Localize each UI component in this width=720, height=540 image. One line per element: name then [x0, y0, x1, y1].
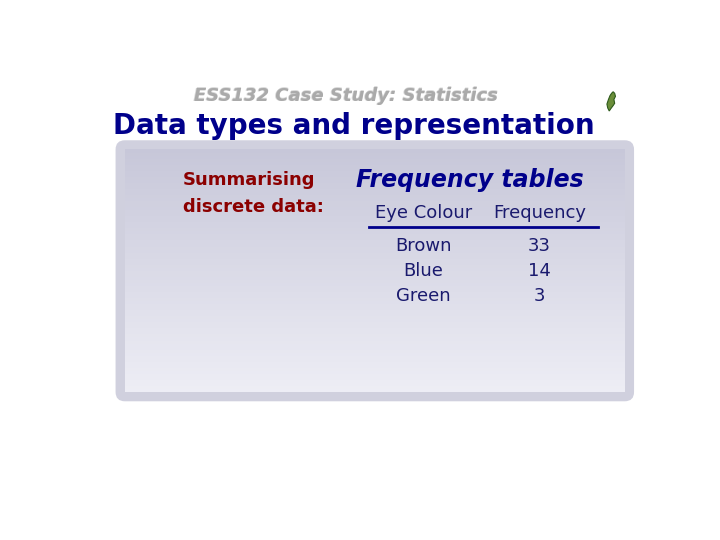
Bar — [125, 367, 625, 371]
Bar — [125, 273, 625, 277]
Bar — [125, 191, 625, 195]
Bar — [125, 313, 625, 316]
Bar — [125, 203, 625, 207]
Bar — [125, 270, 625, 274]
Bar — [125, 298, 625, 301]
Bar — [125, 179, 625, 183]
Bar — [125, 255, 625, 259]
Bar — [125, 188, 625, 192]
Bar — [125, 288, 625, 292]
Bar — [125, 240, 625, 244]
Bar — [125, 261, 625, 265]
Text: Blue: Blue — [403, 262, 444, 280]
Bar — [125, 340, 625, 343]
Bar — [125, 215, 625, 219]
Text: Green: Green — [396, 287, 451, 305]
Text: Data types and representation: Data types and representation — [113, 112, 594, 140]
Bar — [125, 376, 625, 380]
Bar — [125, 161, 625, 165]
Bar — [125, 285, 625, 289]
Bar — [125, 370, 625, 374]
Bar — [125, 294, 625, 298]
Bar — [125, 328, 625, 332]
Bar — [125, 264, 625, 268]
Bar — [125, 212, 625, 216]
Bar — [125, 221, 625, 225]
FancyBboxPatch shape — [116, 140, 634, 401]
Bar — [125, 330, 625, 334]
Text: Brown: Brown — [395, 237, 451, 255]
Bar — [125, 325, 625, 328]
Bar — [125, 306, 625, 310]
Bar — [125, 167, 625, 171]
Text: Frequency tables: Frequency tables — [356, 168, 584, 192]
Bar — [125, 234, 625, 238]
Text: ESS132 Case Study: Statistics: ESS132 Case Study: Statistics — [194, 87, 498, 105]
Bar — [125, 382, 625, 386]
Bar — [125, 152, 625, 156]
Bar — [125, 219, 625, 222]
Polygon shape — [607, 92, 616, 111]
Bar — [125, 349, 625, 353]
Bar — [125, 352, 625, 356]
Text: ESS132 Case Study: Statistics: ESS132 Case Study: Statistics — [194, 86, 498, 104]
Bar — [125, 252, 625, 255]
Text: 33: 33 — [528, 237, 551, 255]
Bar — [125, 164, 625, 168]
Bar — [125, 210, 625, 213]
Bar — [125, 237, 625, 240]
Bar — [125, 200, 625, 204]
Bar — [125, 346, 625, 349]
Bar — [125, 321, 625, 325]
Text: 3: 3 — [534, 287, 545, 305]
Bar — [125, 182, 625, 186]
Bar — [125, 315, 625, 319]
Text: Summarising: Summarising — [183, 171, 315, 190]
Bar — [125, 258, 625, 262]
Bar — [125, 279, 625, 283]
Bar — [125, 231, 625, 234]
Bar — [125, 385, 625, 389]
Bar — [125, 300, 625, 304]
Bar — [125, 334, 625, 338]
Text: 14: 14 — [528, 262, 551, 280]
Bar — [125, 170, 625, 174]
Bar — [125, 148, 625, 152]
Bar — [125, 155, 625, 159]
Bar — [125, 158, 625, 161]
Bar — [125, 197, 625, 201]
Bar — [125, 343, 625, 347]
Text: ESS132 Case Study: Statistics: ESS132 Case Study: Statistics — [194, 86, 498, 105]
Bar — [125, 282, 625, 286]
Bar — [125, 249, 625, 253]
Bar — [125, 276, 625, 280]
Bar — [125, 303, 625, 307]
Bar — [125, 225, 625, 228]
Bar — [125, 242, 625, 247]
Bar — [125, 355, 625, 359]
FancyBboxPatch shape — [84, 59, 654, 486]
Bar — [125, 227, 625, 231]
Bar — [125, 358, 625, 362]
Text: Eye Colour: Eye Colour — [374, 205, 472, 222]
Bar — [125, 337, 625, 341]
Bar — [125, 361, 625, 365]
Bar — [125, 185, 625, 189]
Bar — [125, 373, 625, 377]
Text: discrete data:: discrete data: — [183, 198, 324, 216]
Bar — [125, 176, 625, 180]
Bar — [125, 309, 625, 313]
Bar — [125, 319, 625, 322]
Bar — [125, 364, 625, 368]
Bar — [125, 267, 625, 271]
Bar — [125, 379, 625, 383]
Bar — [125, 194, 625, 198]
Bar — [125, 246, 625, 249]
Bar — [125, 291, 625, 295]
Bar — [125, 173, 625, 177]
Bar — [125, 206, 625, 210]
Text: Frequency: Frequency — [493, 205, 586, 222]
Bar — [125, 388, 625, 392]
